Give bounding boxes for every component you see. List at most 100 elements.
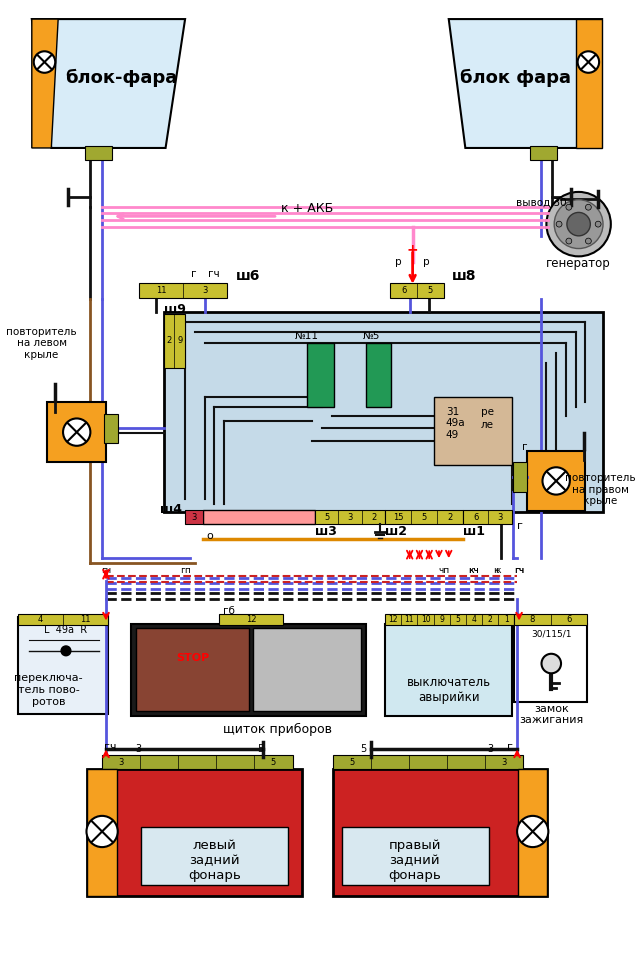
Text: гч: гч bbox=[514, 567, 524, 575]
Text: 3: 3 bbox=[497, 513, 502, 522]
Text: 2: 2 bbox=[448, 513, 453, 522]
Text: 30/115/1: 30/115/1 bbox=[531, 630, 572, 638]
Circle shape bbox=[554, 200, 603, 249]
Text: гб: гб bbox=[223, 606, 235, 615]
Text: 12: 12 bbox=[388, 615, 398, 624]
Text: ш1: ш1 bbox=[463, 525, 485, 538]
Circle shape bbox=[586, 204, 591, 211]
Text: №5: №5 bbox=[363, 331, 380, 342]
Text: выключатель
авырийки: выключатель авырийки bbox=[406, 676, 491, 704]
Text: гч: гч bbox=[514, 567, 524, 575]
Text: 5: 5 bbox=[349, 758, 354, 767]
Text: г: г bbox=[508, 742, 513, 751]
Bar bbox=[203, 510, 315, 523]
Bar bbox=[84, 146, 112, 160]
Circle shape bbox=[86, 816, 118, 847]
Text: 3: 3 bbox=[135, 745, 141, 754]
Text: 3: 3 bbox=[118, 758, 124, 767]
Text: 11: 11 bbox=[80, 615, 91, 624]
Text: 49: 49 bbox=[446, 430, 459, 440]
Text: 11: 11 bbox=[156, 286, 166, 295]
Text: щиток приборов: щиток приборов bbox=[223, 723, 332, 736]
Text: ш9: ш9 bbox=[164, 302, 186, 316]
Text: ле: ле bbox=[481, 420, 494, 431]
Bar bbox=[18, 616, 108, 714]
Text: 6: 6 bbox=[566, 615, 572, 624]
Text: ш8: ш8 bbox=[452, 269, 476, 283]
Bar bbox=[390, 282, 444, 299]
Circle shape bbox=[541, 654, 561, 674]
Text: кч: кч bbox=[468, 567, 479, 575]
Text: 3: 3 bbox=[202, 286, 208, 295]
Text: к + АКБ: к + АКБ bbox=[281, 202, 333, 215]
Text: г: г bbox=[191, 269, 196, 278]
Bar bbox=[514, 613, 588, 626]
Text: замок
зажигания: замок зажигания bbox=[519, 703, 584, 725]
Text: 2: 2 bbox=[488, 615, 492, 624]
Text: р: р bbox=[423, 257, 429, 267]
Text: гч: гч bbox=[207, 269, 220, 278]
Text: ш3: ш3 bbox=[315, 525, 337, 538]
Text: блок фара: блок фара bbox=[460, 69, 571, 87]
Bar bbox=[141, 827, 287, 885]
Polygon shape bbox=[32, 19, 185, 148]
Bar bbox=[385, 613, 514, 626]
Text: 10: 10 bbox=[420, 615, 430, 624]
Polygon shape bbox=[576, 19, 602, 148]
Text: №11: №11 bbox=[295, 331, 319, 342]
Circle shape bbox=[578, 52, 599, 73]
Text: 49а: 49а bbox=[446, 418, 465, 429]
Text: 6: 6 bbox=[473, 513, 478, 522]
Text: р: р bbox=[395, 257, 401, 267]
Text: вывод 30: вывод 30 bbox=[516, 198, 567, 208]
Bar bbox=[102, 755, 292, 769]
Text: ш6: ш6 bbox=[236, 269, 260, 283]
Bar bbox=[385, 624, 512, 716]
Bar bbox=[88, 769, 302, 896]
Text: правый
задний
фонарь: правый задний фонарь bbox=[388, 839, 441, 882]
Text: г: г bbox=[522, 442, 527, 452]
Circle shape bbox=[517, 816, 548, 847]
Bar bbox=[518, 769, 547, 896]
Text: 3: 3 bbox=[348, 513, 353, 522]
Bar bbox=[18, 613, 108, 626]
Bar bbox=[463, 510, 512, 523]
Bar bbox=[164, 314, 185, 367]
Bar bbox=[333, 769, 547, 896]
Text: 5: 5 bbox=[428, 286, 433, 295]
Circle shape bbox=[556, 221, 562, 227]
Text: ш2: ш2 bbox=[385, 525, 407, 538]
Text: 2: 2 bbox=[371, 513, 376, 522]
Bar bbox=[342, 827, 489, 885]
Text: 2: 2 bbox=[166, 336, 172, 345]
Circle shape bbox=[63, 418, 90, 446]
Bar bbox=[365, 344, 391, 407]
Bar bbox=[104, 413, 118, 443]
Text: повторитель
на правом
крыле: повторитель на правом крыле bbox=[564, 473, 636, 506]
Text: 3: 3 bbox=[488, 745, 494, 754]
Bar bbox=[514, 624, 588, 701]
Text: генератор: генератор bbox=[546, 256, 611, 270]
Circle shape bbox=[586, 238, 591, 244]
Circle shape bbox=[566, 238, 572, 244]
Text: чп: чп bbox=[438, 567, 449, 575]
Bar bbox=[220, 613, 283, 626]
Text: гч: гч bbox=[104, 742, 116, 751]
Text: о: о bbox=[206, 530, 213, 541]
Text: 11: 11 bbox=[404, 615, 414, 624]
Circle shape bbox=[34, 52, 55, 73]
Bar bbox=[185, 510, 203, 523]
Text: г: г bbox=[517, 521, 523, 531]
Text: 5: 5 bbox=[361, 745, 367, 754]
Circle shape bbox=[566, 204, 572, 211]
Text: 5: 5 bbox=[324, 513, 330, 522]
Bar bbox=[47, 402, 106, 462]
Text: 4: 4 bbox=[38, 615, 44, 624]
Bar bbox=[434, 397, 512, 465]
Bar bbox=[164, 312, 603, 512]
Text: L  49a  R: L 49a R bbox=[44, 625, 88, 635]
Bar bbox=[140, 282, 227, 299]
Text: 4: 4 bbox=[472, 615, 476, 624]
Bar bbox=[136, 629, 248, 711]
Circle shape bbox=[543, 467, 570, 495]
